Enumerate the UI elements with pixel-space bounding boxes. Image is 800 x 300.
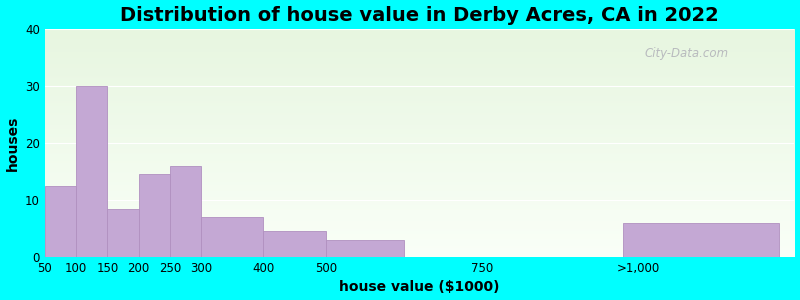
- Bar: [138, 174, 170, 257]
- Bar: [76, 86, 107, 257]
- Bar: [45, 186, 76, 257]
- Bar: [201, 217, 263, 257]
- Bar: [170, 166, 201, 257]
- Bar: [107, 208, 138, 257]
- Bar: [326, 240, 404, 257]
- Text: City-Data.com: City-Data.com: [645, 47, 729, 60]
- Bar: [622, 223, 779, 257]
- Title: Distribution of house value in Derby Acres, CA in 2022: Distribution of house value in Derby Acr…: [120, 6, 719, 25]
- Y-axis label: houses: houses: [6, 115, 19, 171]
- X-axis label: house value ($1000): house value ($1000): [339, 280, 500, 294]
- Bar: [263, 231, 326, 257]
